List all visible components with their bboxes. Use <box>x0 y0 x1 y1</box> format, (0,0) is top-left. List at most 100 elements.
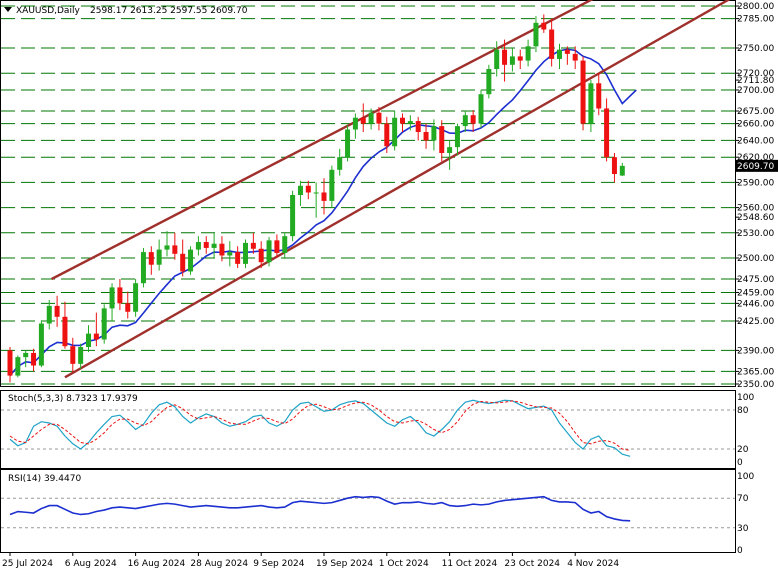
candle-body <box>235 252 241 264</box>
symbol-label: XAUUSD,Daily <box>16 6 80 16</box>
candle-body <box>148 252 154 265</box>
price-axis-label: 2365.00 <box>737 367 774 377</box>
price-panel-frame <box>0 0 736 387</box>
candle-body <box>38 323 44 366</box>
triangle-down-icon[interactable] <box>4 7 12 12</box>
candle-body <box>368 112 374 124</box>
candle-body <box>509 56 515 65</box>
candle-body <box>117 287 123 304</box>
candle-body <box>133 283 139 312</box>
candle-body <box>188 249 194 272</box>
candle-body <box>376 112 382 124</box>
candle-body <box>125 303 131 312</box>
candle-body <box>549 29 555 59</box>
candle-body <box>15 357 21 376</box>
candle-body <box>243 242 248 264</box>
rsi-line <box>9 495 631 522</box>
candle-body <box>321 192 327 201</box>
candle-body <box>23 352 29 358</box>
price-axis-label: 2660.00 <box>737 120 774 130</box>
candle-body <box>533 22 539 47</box>
candle-body <box>140 252 146 284</box>
date-axis-label: 9 Sep 2024 <box>253 559 305 569</box>
candle-body <box>62 316 68 347</box>
candle-body <box>580 60 586 124</box>
date-axis-label: 6 Aug 2024 <box>65 559 117 569</box>
candle-body <box>180 253 186 272</box>
candle-body <box>7 350 13 376</box>
candle-body <box>611 157 617 174</box>
candle-body <box>78 347 84 364</box>
stoch-axis-label: 0 <box>737 458 743 468</box>
candle-body <box>619 165 625 176</box>
candle-body <box>313 192 319 194</box>
candle-body <box>211 243 217 248</box>
candle-body <box>557 49 562 59</box>
candle-body <box>486 69 492 95</box>
price-axis-label: 2530.00 <box>737 229 774 239</box>
candle-body <box>462 115 468 127</box>
date-axis-label: 25 Jul 2024 <box>2 559 53 569</box>
moving-average-line <box>9 48 637 377</box>
candle-body <box>447 147 453 153</box>
channel-lower-line <box>64 0 731 379</box>
stoch-title: Stoch(5,3,3) 8.7323 17.9379 <box>8 394 138 404</box>
candle-body <box>454 126 460 148</box>
price-axis-label: 2750.00 <box>737 44 774 54</box>
price-axis-label: 2446.00 <box>737 299 774 309</box>
rsi-axis-label: 30 <box>737 524 749 534</box>
stoch-panel-frame <box>0 390 736 469</box>
price-axis-label: 2390.00 <box>737 346 774 356</box>
rsi-axis-label: 0 <box>737 546 743 556</box>
candle-body <box>274 240 280 253</box>
candle-body <box>305 185 311 193</box>
candle-body <box>384 123 390 147</box>
candle-body <box>203 242 209 248</box>
channel-upper-line <box>51 0 594 281</box>
date-axis-label: 16 Aug 2024 <box>128 559 186 569</box>
candle-body <box>86 333 91 348</box>
candle-body <box>258 248 264 263</box>
candle-body <box>290 195 296 237</box>
stoch-axis-label: 100 <box>737 393 754 403</box>
candle-body <box>101 308 107 340</box>
price-axis-label: 2640.00 <box>737 136 774 146</box>
candle-body <box>604 108 610 158</box>
candle-body <box>345 129 351 158</box>
price-axis-label: 2350.00 <box>737 380 774 390</box>
candle-body <box>525 46 531 61</box>
date-axis-label: 28 Aug 2024 <box>190 559 248 569</box>
candle-body <box>329 169 335 201</box>
candle-body <box>172 245 178 254</box>
candle-body <box>352 117 358 130</box>
stoch-signal-line <box>9 400 631 451</box>
rsi-axis-label: 70 <box>737 494 749 504</box>
date-axis-label: 11 Oct 2024 <box>442 559 498 569</box>
date-axis-label: 1 Oct 2024 <box>379 559 429 569</box>
price-axis-label: 2675.00 <box>737 107 774 117</box>
price-axis-label: 2700.00 <box>737 86 774 96</box>
candle-body <box>360 117 366 124</box>
candle-body <box>109 287 115 309</box>
candle-body <box>400 117 405 124</box>
candle-body <box>470 115 476 124</box>
candle-body <box>46 305 52 324</box>
price-axis-label: 2785.00 <box>737 15 774 25</box>
price-axis-label: 2590.00 <box>737 178 774 188</box>
price-axis-label: 2548.60 <box>737 213 774 223</box>
candle-body <box>423 132 429 141</box>
candle-body <box>54 305 60 317</box>
candle-body <box>502 49 508 65</box>
rsi-panel-frame <box>0 469 736 553</box>
ohlc-readout: 2598.17 2613.25 2597.55 2609.70 <box>90 6 248 16</box>
price-axis-label: 2800.00 <box>737 2 774 12</box>
candle-body <box>156 249 162 265</box>
rsi-title: RSI(14) 39.4470 <box>8 474 81 484</box>
stoch-main-line <box>9 399 631 457</box>
price-axis-label: 2620.00 <box>737 153 774 163</box>
candle-body <box>596 83 602 109</box>
candle-body <box>70 346 76 364</box>
candle-body <box>219 243 225 256</box>
